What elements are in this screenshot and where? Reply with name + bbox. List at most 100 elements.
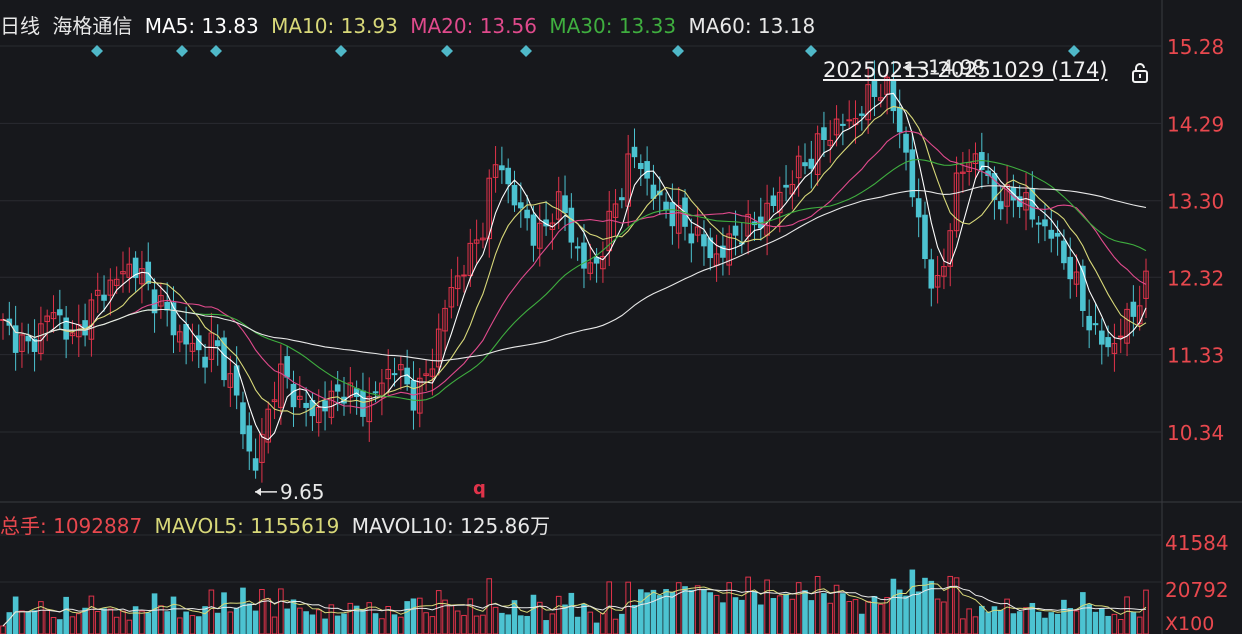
volume-bar — [934, 598, 941, 634]
volume-bar — [877, 603, 884, 634]
volume-bar — [240, 587, 246, 634]
volume-bar — [202, 606, 208, 634]
candle-body — [871, 80, 878, 97]
candle-body — [398, 364, 404, 371]
price-tick-label: 14.29 — [1167, 112, 1224, 136]
volume-bar — [44, 609, 51, 634]
candle-body — [284, 356, 290, 378]
candle-body — [941, 266, 947, 277]
candle-body — [808, 158, 815, 169]
period-label[interactable]: 日线 — [0, 14, 40, 38]
volume-bar — [429, 616, 436, 634]
candle-body — [164, 301, 170, 311]
candle-body — [1035, 222, 1042, 225]
candle-body — [707, 237, 714, 259]
volume-bar — [650, 589, 657, 634]
candle-body — [252, 458, 259, 471]
volume-bar — [903, 595, 909, 634]
ma10-line — [2, 105, 1147, 415]
volume-bar — [227, 611, 234, 634]
candle-body — [1067, 256, 1074, 280]
volume-bar — [1042, 617, 1048, 634]
candle-body — [227, 373, 234, 388]
volume-bar — [619, 613, 625, 634]
volume-bar — [1054, 613, 1061, 634]
event-marker-diamond[interactable] — [805, 45, 817, 57]
candle-body — [909, 149, 916, 198]
candle-body — [202, 356, 208, 368]
date-range-label[interactable]: 20250213-20251029 (174) — [823, 58, 1108, 82]
volume-header: 总手: 1092887 MAVOL5: 1155619 MAVOL10: 125… — [0, 510, 556, 539]
event-marker-diamond[interactable] — [335, 45, 347, 57]
candle-body — [1086, 315, 1092, 331]
event-marker-diamond[interactable] — [441, 45, 453, 57]
volume-bar — [423, 612, 429, 634]
volume-bar — [1098, 608, 1105, 634]
volume-bar — [713, 594, 720, 634]
candle-body — [802, 162, 808, 167]
candle-body — [177, 331, 183, 343]
ma5-line — [2, 92, 1147, 441]
ma10-readout: MA10: 13.93 — [271, 14, 398, 38]
volume-bar — [177, 617, 183, 634]
volume-bar — [94, 611, 101, 634]
candle-body — [1023, 192, 1029, 211]
volume-bar — [309, 614, 316, 634]
volume-bar — [63, 596, 69, 634]
volume-bar — [581, 603, 587, 634]
candle-body — [612, 203, 619, 218]
volume-bar — [492, 606, 499, 634]
candle-body — [454, 275, 461, 290]
candle-body — [518, 202, 524, 209]
candle-body — [833, 118, 840, 136]
volume-bar — [25, 611, 32, 634]
volume-bar — [164, 611, 170, 634]
volume-bar — [802, 590, 808, 634]
volume-bar — [480, 614, 486, 634]
candle-body — [221, 337, 227, 381]
candle-body — [63, 317, 69, 340]
candle-body — [587, 262, 594, 274]
volume-bar — [625, 581, 631, 634]
volume-bar — [221, 592, 227, 634]
candle-body — [1048, 229, 1055, 239]
event-marker-diamond[interactable] — [210, 45, 222, 57]
volume-bar — [208, 589, 215, 634]
volume-bar — [827, 602, 834, 634]
volume-bar — [341, 613, 347, 634]
event-marker-diamond[interactable] — [520, 45, 532, 57]
candle-body — [720, 245, 726, 258]
volume-bar — [448, 605, 455, 634]
volume-bar — [1016, 611, 1023, 634]
volume-bar — [284, 608, 290, 634]
annotation-arrowhead — [255, 487, 261, 496]
volume-bar — [435, 590, 442, 634]
candle-body — [278, 363, 284, 408]
volume-bar — [600, 613, 606, 634]
volume-bar — [890, 578, 897, 634]
unlock-icon[interactable] — [1130, 62, 1150, 84]
event-markers[interactable] — [91, 45, 1080, 57]
volume-bar — [543, 620, 549, 634]
event-marker-diamond[interactable] — [672, 45, 684, 57]
event-marker-diamond[interactable] — [176, 45, 188, 57]
candle-body — [170, 302, 177, 336]
candle-body — [1092, 323, 1099, 326]
volume-bar — [555, 595, 562, 634]
candle-body — [619, 197, 625, 201]
event-marker-q[interactable]: q — [473, 478, 486, 499]
volume-bar — [1136, 616, 1143, 634]
candle-body — [650, 184, 657, 199]
volume-bar — [814, 575, 821, 634]
candle-body — [675, 205, 682, 234]
candle-body — [638, 162, 644, 170]
candle-body — [94, 289, 101, 296]
ma60-line — [2, 185, 1147, 362]
event-marker-diamond[interactable] — [1068, 45, 1080, 57]
ma30-line — [2, 158, 1147, 401]
candle-body — [44, 315, 51, 323]
volume-bar — [549, 613, 556, 634]
candle-body — [372, 391, 379, 394]
event-marker-diamond[interactable] — [91, 45, 103, 57]
